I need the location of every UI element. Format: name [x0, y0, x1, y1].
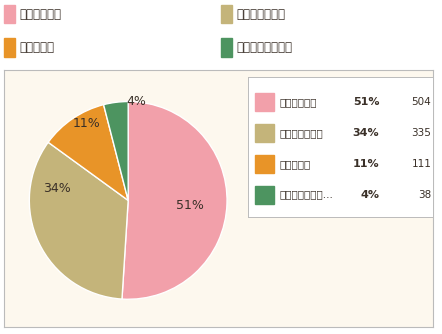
Bar [255, 186, 274, 204]
Text: 11%: 11% [73, 117, 100, 130]
Text: 11%: 11% [353, 159, 379, 169]
Text: 34%: 34% [353, 128, 379, 138]
Text: 51%: 51% [175, 199, 203, 212]
Text: 良く調べる: 良く調べる [20, 41, 55, 54]
Wedge shape [48, 105, 128, 200]
Text: お土産は買わない: お土産は買わない [236, 41, 293, 54]
Text: 335: 335 [412, 128, 431, 138]
Text: 111: 111 [412, 159, 431, 169]
Text: ほぼ調べない: ほぼ調べない [20, 8, 62, 21]
Bar [255, 93, 274, 111]
Text: ほぼ調べない: ほぼ調べない [279, 97, 316, 107]
Wedge shape [29, 142, 128, 299]
Text: ときどき調べる: ときどき調べる [279, 128, 323, 138]
Text: ときどき調べる: ときどき調べる [236, 8, 286, 21]
Wedge shape [103, 102, 128, 200]
Text: 51%: 51% [353, 97, 379, 107]
Text: お土産は買わな...: お土産は買わな... [279, 190, 333, 200]
Text: 504: 504 [412, 97, 431, 107]
Text: 4%: 4% [360, 190, 379, 200]
Wedge shape [122, 102, 227, 299]
Text: 良く調べる: 良く調べる [279, 159, 310, 169]
Bar [255, 155, 274, 173]
Bar [255, 124, 274, 142]
Text: 38: 38 [418, 190, 431, 200]
Text: 34%: 34% [43, 182, 71, 195]
Text: 4%: 4% [126, 95, 146, 108]
